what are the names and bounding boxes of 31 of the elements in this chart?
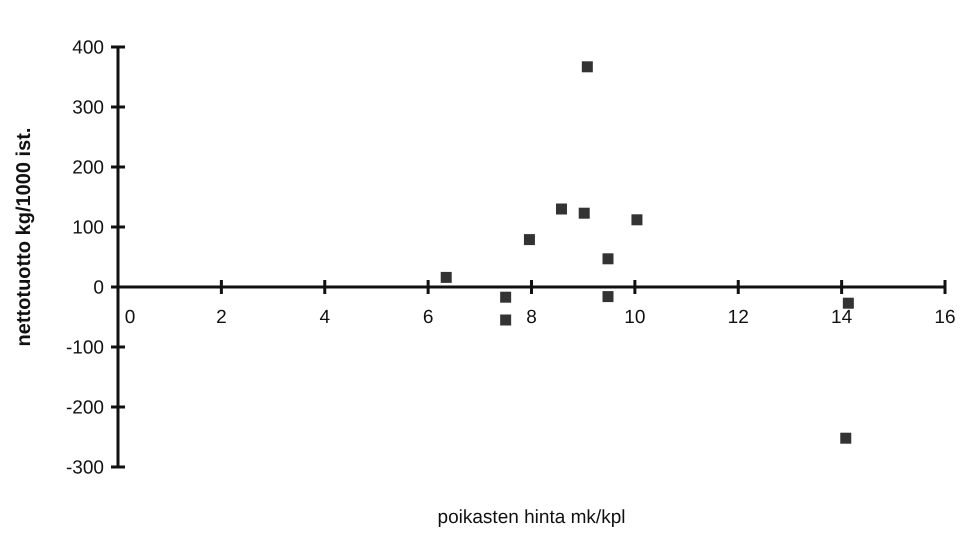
x-tick-label: 16 <box>934 307 956 328</box>
x-tick-label: 12 <box>728 307 749 328</box>
point <box>500 314 512 326</box>
point <box>842 298 854 309</box>
point <box>582 61 593 72</box>
y-axis-title: nettotuotto kg/1000 ist. <box>13 128 35 346</box>
point <box>556 204 567 214</box>
x-tick-label: 10 <box>624 307 646 328</box>
y-tick-label: 300 <box>72 98 104 119</box>
point <box>578 208 590 219</box>
point <box>602 291 614 302</box>
x-tick-label: 2 <box>216 307 227 328</box>
y-tick-label: 400 <box>72 38 104 59</box>
point <box>440 272 452 283</box>
y-tick-label: 100 <box>72 218 104 239</box>
point <box>840 432 852 444</box>
y-tick-label: -300 <box>66 458 104 479</box>
point <box>500 292 512 303</box>
x-tick-label: 8 <box>526 307 537 328</box>
x-tick-label: 0 <box>124 307 136 328</box>
y-tick-label: 0 <box>93 278 104 299</box>
point <box>631 214 642 226</box>
y-tick-label: -200 <box>66 398 104 419</box>
x-tick-label: 4 <box>319 307 330 328</box>
y-tick-label: 200 <box>72 158 104 179</box>
point <box>602 253 614 264</box>
y-tick-label: -100 <box>66 338 104 359</box>
point <box>524 234 535 246</box>
x-tick-label: 6 <box>422 307 434 328</box>
x-axis-title: poikasten hinta mk/kpl <box>438 507 626 528</box>
x-tick-label: 14 <box>831 307 853 328</box>
